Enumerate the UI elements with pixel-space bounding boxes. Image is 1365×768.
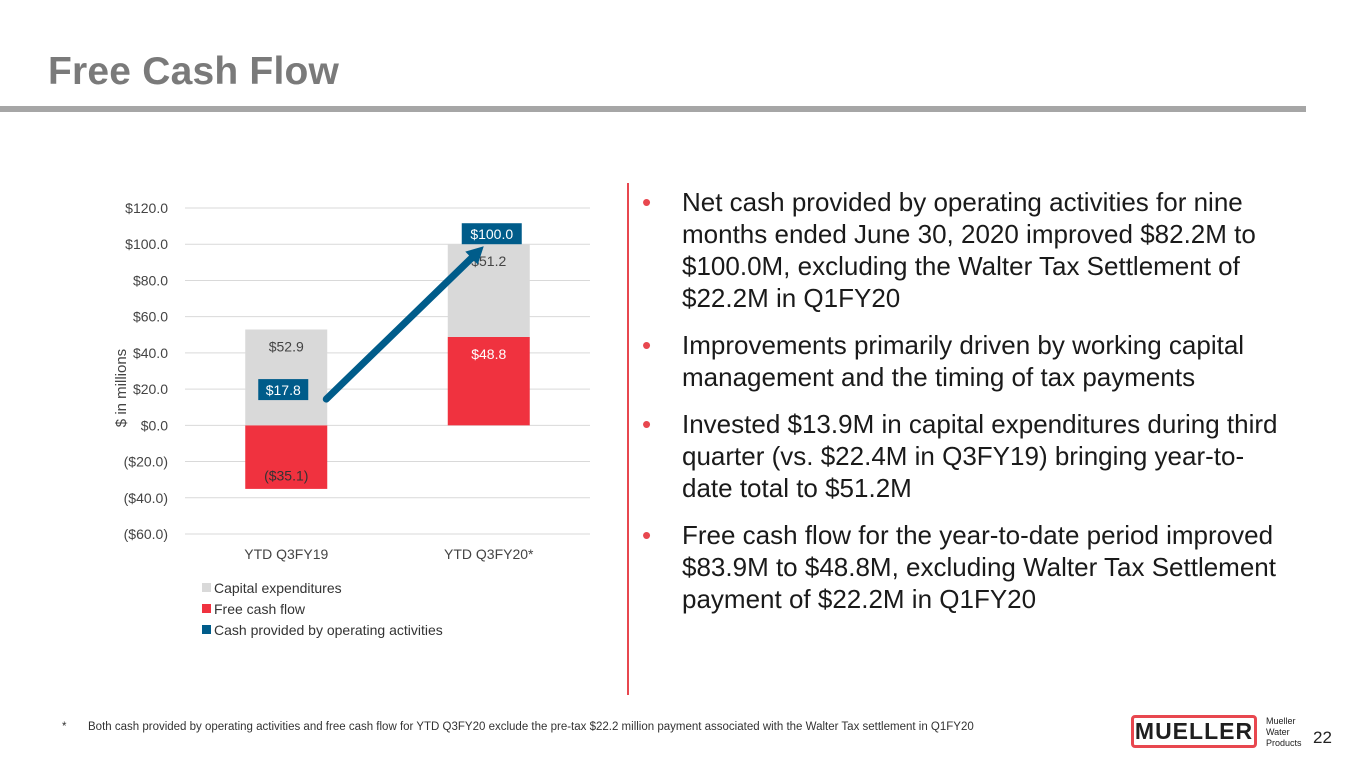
- company-logo: MUELLER: [1131, 715, 1257, 748]
- bullet-dot-icon: •: [642, 408, 651, 440]
- y-tick-label: $120.0: [125, 200, 168, 216]
- legend-swatch-fcf: [202, 604, 211, 613]
- legend-swatch-capex: [202, 583, 211, 592]
- footnote-text: Both cash provided by operating activiti…: [88, 721, 974, 733]
- y-tick-label: $0.0: [141, 417, 168, 433]
- y-tick-label: $60.0: [133, 309, 168, 325]
- page-number: 22: [1313, 728, 1332, 748]
- y-tick-label: $40.0: [133, 345, 168, 361]
- footnote: * Both cash provided by operating activit…: [62, 721, 974, 733]
- legend-label-fcf: Free cash flow: [214, 601, 305, 617]
- logo-subtext-line: Mueller: [1266, 716, 1302, 727]
- x-tick-label: YTD Q3FY19: [244, 546, 328, 562]
- bullet-item: • Net cash provided by operating activiti…: [640, 186, 1280, 314]
- bullet-text: Net cash provided by operating activitie…: [682, 187, 1256, 313]
- y-tick-label: $20.0: [133, 381, 168, 397]
- y-tick-label: ($40.0): [124, 490, 168, 506]
- data-label-ocf: $17.8: [266, 382, 301, 398]
- data-label-capex: $52.9: [269, 339, 304, 355]
- y-tick-label: ($20.0): [124, 454, 168, 470]
- bullet-dot-icon: •: [642, 186, 651, 218]
- data-label-ocf: $100.0: [470, 226, 513, 242]
- bullet-text: Invested $13.9M in capital expenditures …: [682, 409, 1277, 503]
- free-cash-flow-chart: $120.0 $100.0 $80.0 $60.0 $40.0 $20.0 $0.0 ($20…: [0, 180, 620, 580]
- legend-item-ocf: Cash provided by operating activities: [202, 622, 443, 642]
- bullet-item: • Improvements primarily driven by workin…: [640, 329, 1280, 393]
- logo-subtext: Mueller Water Products: [1266, 716, 1302, 749]
- data-label-fcf: $48.8: [471, 346, 506, 362]
- bullet-text: Improvements primarily driven by working…: [682, 330, 1244, 392]
- legend-swatch-ocf: [202, 625, 211, 634]
- bullet-text: Free cash flow for the year-to-date peri…: [682, 520, 1276, 614]
- bullet-item: • Free cash flow for the year-to-date per…: [640, 519, 1280, 615]
- bullet-list: • Net cash provided by operating activiti…: [640, 186, 1280, 630]
- footnote-marker: *: [62, 721, 88, 733]
- section-divider: [627, 183, 629, 695]
- x-tick-label: YTD Q3FY20*: [444, 546, 534, 562]
- bullet-item: • Invested $13.9M in capital expenditures…: [640, 408, 1280, 504]
- y-tick-label: ($60.0): [124, 526, 168, 542]
- logo-subtext-line: Water: [1266, 727, 1302, 738]
- logo-subtext-line: Products: [1266, 738, 1302, 749]
- y-tick-label: $80.0: [133, 272, 168, 288]
- page-title: Free Cash Flow: [48, 50, 339, 94]
- data-label-fcf: ($35.1): [264, 467, 308, 483]
- y-tick-label: $100.0: [125, 236, 168, 252]
- legend-item-capex: Capital expenditures: [202, 580, 443, 600]
- bullet-dot-icon: •: [642, 519, 651, 551]
- legend-item-fcf: Free cash flow: [202, 601, 443, 621]
- legend-label-capex: Capital expenditures: [214, 580, 342, 596]
- legend-label-ocf: Cash provided by operating activities: [214, 622, 443, 638]
- chart-legend: Capital expenditures Free cash flow Cash…: [202, 580, 443, 643]
- y-axis-label: $ in millions: [113, 333, 130, 443]
- title-underline: [0, 106, 1306, 112]
- bullet-dot-icon: •: [642, 329, 651, 361]
